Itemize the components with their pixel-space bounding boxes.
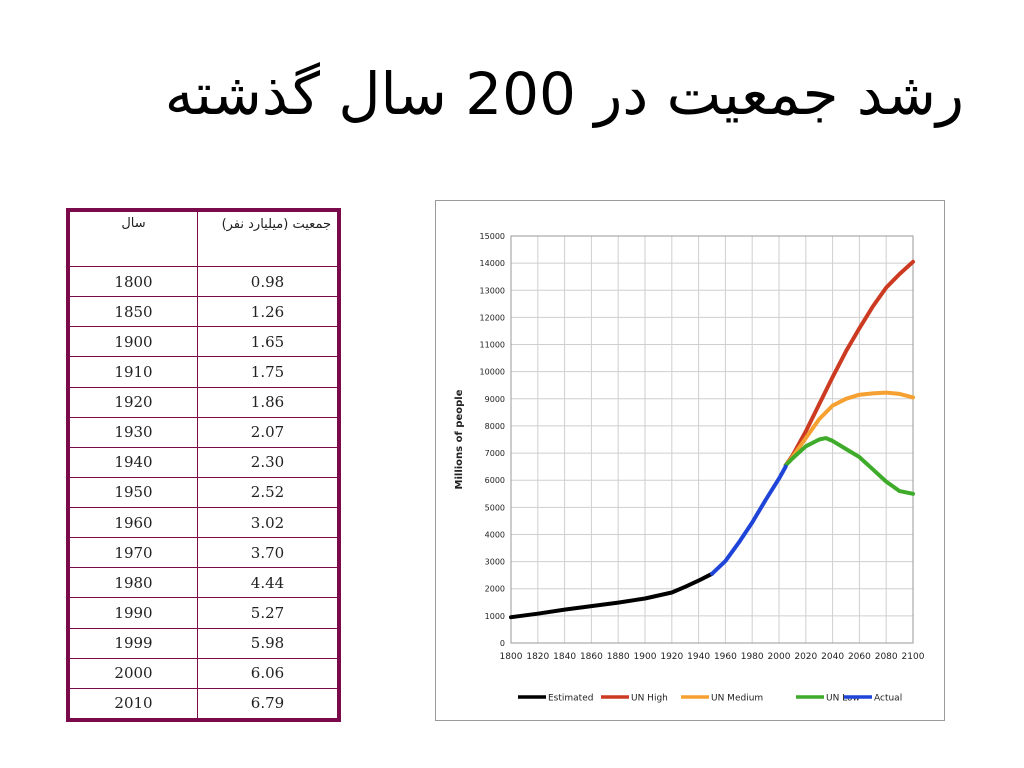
year-cell: 1950 — [69, 476, 198, 509]
table-row: 1900 1.65 — [69, 326, 338, 358]
y-tick-label: 3000 — [485, 558, 505, 567]
population-cell: 5.98 — [197, 627, 338, 659]
x-tick-label: 2020 — [794, 652, 817, 662]
population-cell: 1.26 — [197, 296, 338, 328]
table-row: 1850 1.26 — [69, 296, 338, 328]
table-row: 1910 1.75 — [69, 356, 338, 388]
table-row: 1930 2.07 — [69, 416, 338, 448]
x-tick-label: 1980 — [741, 652, 764, 662]
y-tick-label: 15000 — [480, 232, 505, 241]
x-tick-label: 1920 — [660, 652, 683, 662]
x-tick-label: 2100 — [902, 652, 925, 662]
population-cell: 0.98 — [197, 265, 338, 298]
population-table: سال جمعیت (میلیارد نفر) 1800 0.98 1850 1.26… — [66, 208, 341, 722]
y-tick-label: 13000 — [480, 286, 505, 295]
population-column-header: جمعیت (میلیارد نفر) — [197, 211, 338, 267]
y-tick-label: 7000 — [485, 449, 505, 458]
year-cell: 1940 — [69, 446, 198, 478]
x-tick-label: 1860 — [580, 652, 603, 662]
x-tick-label: 1840 — [553, 652, 576, 662]
table-row: 1990 5.27 — [69, 597, 338, 629]
x-tick-label: 2080 — [875, 652, 898, 662]
table-row: 1999 5.98 — [69, 627, 338, 659]
population-cell: 1.65 — [197, 326, 338, 358]
population-cell: 1.86 — [197, 386, 338, 418]
series-line — [509, 571, 714, 620]
x-tick-label: 2000 — [768, 652, 791, 662]
x-tick-label: 1880 — [607, 652, 630, 662]
population-cell: 6.06 — [197, 657, 338, 689]
table-row: 2000 6.06 — [69, 657, 338, 689]
y-tick-label: 10000 — [480, 368, 505, 377]
year-cell: 1900 — [69, 326, 198, 358]
population-chart: 1800 1820 1840 1860 1880 1900 1920 1940 1960 1980… — [435, 200, 945, 721]
y-tick-label: 9000 — [485, 395, 505, 404]
year-cell: 1960 — [69, 506, 198, 539]
population-cell: 6.79 — [197, 687, 338, 720]
x-tick-label: 2060 — [848, 652, 871, 662]
chart-svg: 1800 1820 1840 1860 1880 1900 1920 1940 1960 1980… — [454, 232, 925, 704]
x-tick-label: 1820 — [526, 652, 549, 662]
y-tick-label: 1000 — [485, 612, 505, 621]
legend-label: UN High — [631, 694, 668, 704]
population-cell: 2.52 — [197, 476, 338, 509]
series-line — [783, 390, 915, 468]
year-cell: 1980 — [69, 567, 198, 599]
year-cell: 1990 — [69, 597, 198, 629]
population-cell: 4.44 — [197, 567, 338, 599]
plot-frame — [510, 235, 914, 644]
table-row: 1950 2.52 — [69, 476, 338, 509]
year-cell: 1910 — [69, 356, 198, 388]
population-cell: 3.70 — [197, 537, 338, 569]
y-tick-label: 8000 — [485, 422, 505, 431]
year-cell: 1970 — [69, 537, 198, 569]
y-tick-label: 12000 — [480, 313, 505, 322]
year-cell: 1850 — [69, 296, 198, 328]
year-cell: 2000 — [69, 657, 198, 689]
table-row: 1920 1.86 — [69, 386, 338, 418]
year-cell: 1800 — [69, 265, 198, 298]
x-tick-label: 1940 — [687, 652, 710, 662]
table-row: 1960 3.02 — [69, 506, 338, 539]
series-line — [783, 436, 915, 496]
population-cell: 3.02 — [197, 506, 338, 539]
series-line — [710, 464, 788, 576]
population-cell: 2.07 — [197, 416, 338, 448]
y-tick-label: 2000 — [485, 585, 505, 594]
population-cell: 5.27 — [197, 597, 338, 629]
legend-label: UN Medium — [711, 694, 763, 704]
legend-label: Estimated — [548, 694, 593, 704]
slide-title: رشد جمعیت در 200 سال گذشته — [164, 60, 964, 128]
year-column-header: سال — [69, 211, 198, 267]
year-cell: 1930 — [69, 416, 198, 448]
x-tick-label: 1960 — [714, 652, 737, 662]
x-tick-label: 1900 — [634, 652, 657, 662]
y-tick-label: 14000 — [480, 259, 505, 268]
year-cell: 1999 — [69, 627, 198, 659]
y-axis-label: Millions of people — [454, 389, 465, 489]
population-cell: 2.30 — [197, 446, 338, 478]
x-tick-label: 2040 — [821, 652, 844, 662]
table-row: 1940 2.30 — [69, 446, 338, 478]
y-tick-label: 0 — [500, 639, 505, 648]
legend-label: Actual — [874, 694, 902, 704]
population-cell: 1.75 — [197, 356, 338, 388]
year-cell: 2010 — [69, 687, 198, 720]
x-tick-label: 1800 — [500, 652, 523, 662]
y-tick-label: 4000 — [485, 530, 505, 539]
table-row: 1800 0.98 — [69, 265, 338, 298]
y-tick-label: 11000 — [480, 341, 505, 350]
table-row: 2010 6.79 — [69, 687, 338, 720]
y-tick-label: 6000 — [485, 476, 505, 485]
table-row: 1980 4.44 — [69, 567, 338, 599]
series-line — [783, 259, 915, 468]
table-row: 1970 3.70 — [69, 537, 338, 569]
year-cell: 1920 — [69, 386, 198, 418]
legend-label: UN Low — [826, 694, 860, 704]
y-tick-label: 5000 — [485, 503, 505, 512]
